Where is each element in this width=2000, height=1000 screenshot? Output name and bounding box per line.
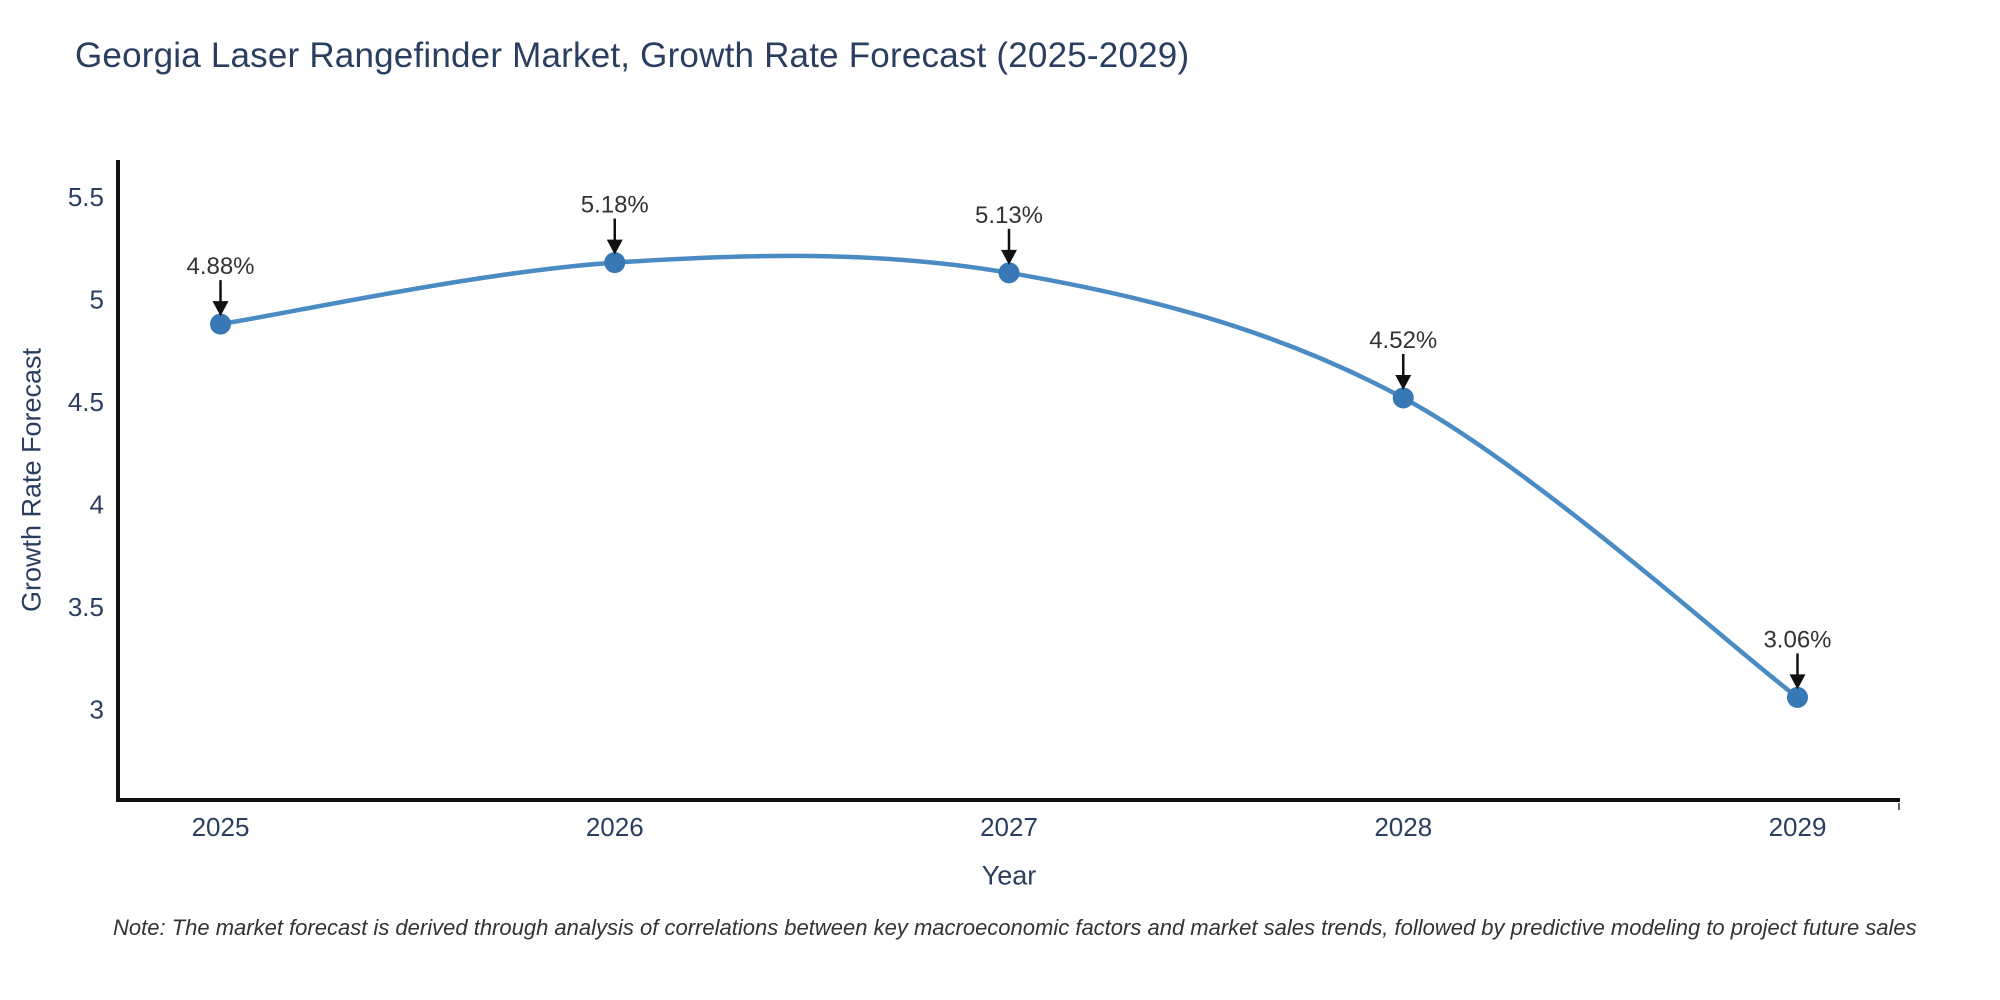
footnote: Note: The market forecast is derived thr… — [113, 915, 1917, 940]
data-point-label: 5.18% — [581, 192, 649, 219]
y-tick-label: 3.5 — [68, 592, 104, 622]
annotation-arrowhead — [606, 239, 623, 255]
y-tick-label: 5.5 — [68, 182, 104, 212]
y-axis-title: Growth Rate Forecast — [16, 347, 47, 613]
x-axis-title: Year — [981, 860, 1037, 891]
data-point — [604, 252, 626, 274]
x-tick-label: 2026 — [586, 812, 644, 842]
x-tick-label: 2027 — [980, 812, 1038, 842]
annotation-arrowhead — [1789, 674, 1806, 690]
x-tick-label: 2029 — [1769, 812, 1827, 842]
data-point — [1786, 686, 1808, 708]
y-tick-label: 4.5 — [68, 387, 104, 417]
data-point — [1392, 387, 1414, 409]
data-point-label: 4.88% — [186, 253, 254, 280]
x-tick-label: 2028 — [1374, 812, 1432, 842]
y-tick-label: 4 — [90, 490, 104, 520]
growth-rate-line — [218, 253, 1800, 700]
annotation-arrowhead — [212, 301, 229, 317]
data-point — [210, 313, 232, 335]
chart-title: Georgia Laser Rangefinder Market, Growth… — [75, 36, 1190, 75]
annotation-arrowhead — [1395, 374, 1412, 390]
data-point-label: 4.52% — [1369, 327, 1437, 354]
y-tick-label: 5 — [90, 284, 104, 314]
data-point-label: 3.06% — [1763, 626, 1831, 653]
y-tick-label: 3 — [90, 695, 104, 725]
data-point — [998, 262, 1020, 284]
x-tick-label: 2025 — [192, 812, 250, 842]
annotation-arrowhead — [1001, 249, 1017, 265]
data-point-label: 5.13% — [975, 202, 1043, 229]
